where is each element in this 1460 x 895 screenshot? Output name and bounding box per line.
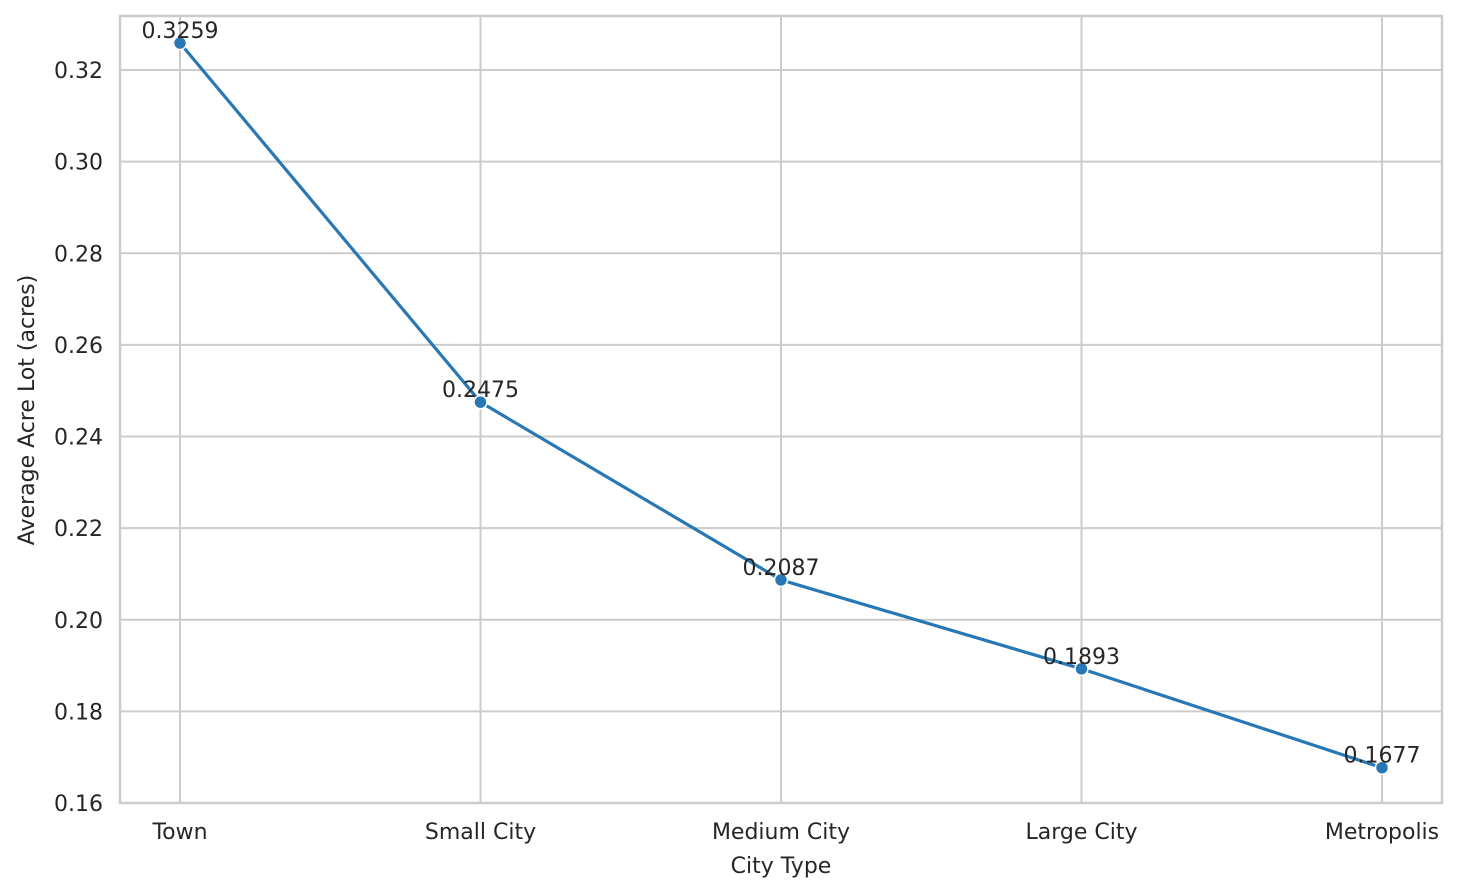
y-tick-label: 0.30 <box>54 151 103 176</box>
data-label: 0.1677 <box>1344 744 1421 769</box>
y-tick-label: 0.26 <box>54 334 103 359</box>
data-label: 0.2087 <box>743 556 820 581</box>
data-label: 0.3259 <box>142 19 219 44</box>
data-point <box>1374 760 1390 775</box>
plot-frame <box>118 14 1444 805</box>
data-point <box>172 35 188 51</box>
x-tick-label: Large City <box>1025 820 1137 845</box>
data-point <box>473 394 488 410</box>
y-tick-label: 0.22 <box>54 517 103 542</box>
y-tick-label: 0.32 <box>54 59 103 84</box>
y-tick-label: 0.24 <box>54 426 103 451</box>
y-tick-label: 0.28 <box>54 242 103 267</box>
x-tick-label: Metropolis <box>1325 820 1439 845</box>
y-axis-title: Average Acre Lot (acres) <box>15 275 40 545</box>
y-tick-label: 0.20 <box>54 609 103 634</box>
data-point <box>1074 661 1089 677</box>
y-tick-label: 0.16 <box>54 792 103 817</box>
data-label: 0.2475 <box>442 378 519 403</box>
data-label: 0.1893 <box>1043 645 1120 670</box>
data-point <box>773 572 789 588</box>
x-tick-label: Town <box>151 820 207 845</box>
y-tick-label: 0.18 <box>54 700 103 725</box>
x-tick-labels: Town Small City Medium City Large City Metro… <box>151 820 1439 845</box>
x-tick-label: Small City <box>425 820 536 845</box>
data-labels: 0.3259 0.2475 0.2087 0.1893 0.1677 <box>142 19 1421 769</box>
x-axis-title: City Type <box>731 854 832 879</box>
series-group <box>172 35 1390 775</box>
x-tick-label: Medium City <box>712 820 850 845</box>
y-tick-labels: 0.16 0.18 0.20 0.22 0.24 0.26 0.28 0.30 0.32 <box>54 59 103 817</box>
